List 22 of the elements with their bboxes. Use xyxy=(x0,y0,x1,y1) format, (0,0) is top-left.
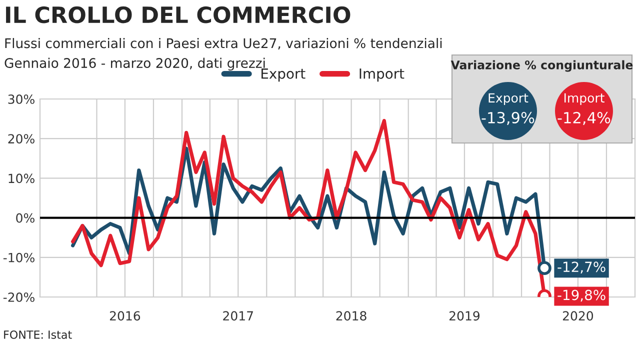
y-tick-label: 30% xyxy=(8,94,34,104)
source-note: FONTE: Istat xyxy=(4,330,72,339)
y-tick-label: 20% xyxy=(8,134,34,144)
legend-label: Import xyxy=(360,68,404,82)
x-tick-label: 2016 xyxy=(110,311,140,321)
legend-label: Export xyxy=(262,68,306,82)
text: Variazione % congiunturale xyxy=(450,60,633,72)
x-tick-label: 2019 xyxy=(449,311,480,321)
annotation: -12,4% xyxy=(558,112,610,125)
annotation: Export xyxy=(488,93,528,106)
chart-title: IL CROLLO DEL COMMERCIO xyxy=(6,6,350,24)
data-label: -12,7% xyxy=(558,262,606,274)
annotation: -13,9% xyxy=(482,112,534,125)
x-tick-label: 2020 xyxy=(562,311,594,321)
y-tick-label: 10% xyxy=(8,174,34,184)
annotation: Import xyxy=(564,93,604,106)
x-tick-label: 2017 xyxy=(223,311,253,321)
y-tick-label: -10% xyxy=(3,252,34,262)
x-tick-label: 2018 xyxy=(336,311,366,321)
y-tick-label: -20% xyxy=(3,292,34,302)
y-tick-label: 0% xyxy=(16,213,34,223)
data-label: -19,8% xyxy=(558,290,606,302)
